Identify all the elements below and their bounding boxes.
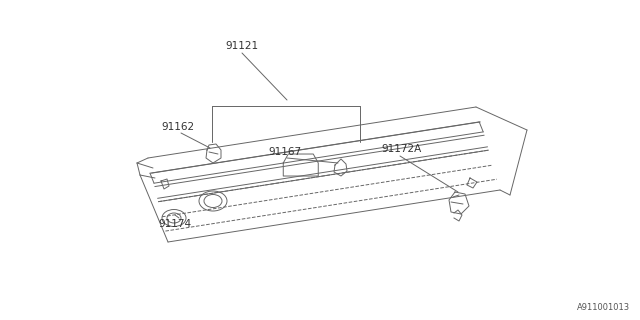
Text: A911001013: A911001013 (577, 303, 630, 312)
Text: 91167: 91167 (268, 147, 301, 157)
Text: 91162: 91162 (161, 122, 195, 132)
Text: 91174: 91174 (159, 219, 191, 229)
Text: 91172A: 91172A (381, 144, 421, 154)
Text: 91121: 91121 (225, 41, 259, 51)
